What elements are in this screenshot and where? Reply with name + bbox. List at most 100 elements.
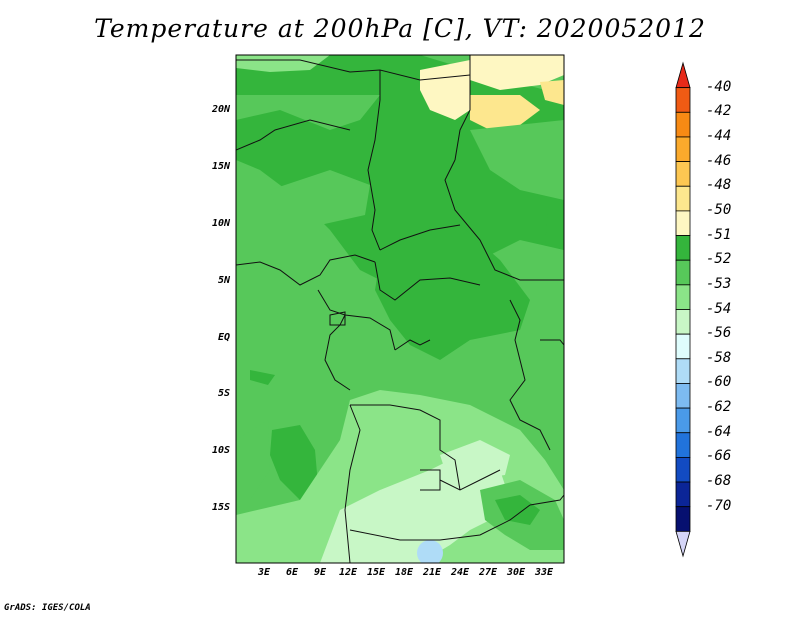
border-line-4 [236,119,351,151]
field-level-56-patch [440,440,510,480]
grads-credit: GrADS: IGES/COLA [4,603,91,613]
colorbar-label: -52 [706,251,732,268]
colorbar-label: -51 [706,226,732,243]
colorbar-segment [675,530,691,558]
lon-label-3e: 3E [257,567,271,578]
field-level-50-ne [540,80,564,105]
colorbar-segment [675,61,691,89]
field-level-52-patch-w [250,370,275,385]
colorbar-segment [675,456,691,483]
field-level-53-patch-a [236,95,380,130]
lon-label-27e: 27E [478,567,498,578]
lon-label-15e: 15E [366,567,386,578]
field-level-52-southeast [495,495,540,525]
field-level-52-central [375,225,530,360]
colorbar-segment [675,87,691,113]
colorbar-label: -66 [706,448,732,465]
map-frame [235,54,565,564]
border-line-14 [349,504,531,541]
colorbar-label: -64 [706,423,732,440]
colorbar-label: -42 [706,103,732,120]
field-level-51-northeast [470,55,564,90]
border-line-3 [367,70,381,251]
border-line-1 [236,59,471,81]
colorbar-label: -48 [706,177,732,194]
border-line-6 [379,224,461,251]
border-line-9 [317,289,396,351]
border-line-7 [236,254,376,286]
colorbar-label: -56 [706,325,732,342]
border-line-10 [324,314,351,391]
colorbar-segment [675,333,691,360]
lon-label-9e: 9E [313,567,327,578]
temperature-field [236,55,564,563]
lat-label-15n: 15N [211,161,230,172]
border-line-5 [444,159,564,281]
lat-label-10n: 10N [211,218,230,229]
colorbar-label: -60 [706,374,732,391]
colorbar-label: -58 [706,349,732,366]
lat-label-5s: 5S [217,388,230,399]
field-level-54-nw [236,55,330,72]
colorbar-segment [675,407,691,434]
colorbar-label: -40 [706,78,732,95]
colorbar-segment [675,136,691,162]
field-level-58-blob [417,540,443,563]
field-level-52-southwest [270,425,318,500]
country-borders [236,55,564,563]
colorbar-segment [675,358,691,384]
field-level-53-patch-c [236,420,270,500]
border-line-16 [509,299,551,451]
border-line-2 [454,55,471,161]
colorbar-label: -68 [706,473,732,490]
colorbar-label: -50 [706,201,732,218]
field-level-53-patch-b [270,170,370,225]
colorbar-segment [675,161,691,187]
colorbar-segment [675,235,691,261]
lat-label-15s: 15S [211,502,230,513]
colorbar-label: -70 [706,497,732,514]
colorbar-segment [675,210,691,236]
border-line-19 [420,469,441,491]
colorbar-segment [675,309,691,335]
colorbar-label: -53 [706,275,732,292]
colorbar [675,61,691,558]
field-level-53-east [470,120,564,200]
colorbar-segment [675,432,691,458]
colorbar-segment [675,383,691,409]
lat-label-10s: 10S [211,445,230,456]
lat-label-eq: EQ [217,332,230,343]
lon-label-12e: 12E [338,567,358,578]
colorbar-label: -44 [706,127,732,144]
border-line-17 [540,339,564,346]
lon-label-30e: 30E [506,567,526,578]
border-line-13 [344,404,361,563]
border-line-20 [529,494,564,506]
colorbar-segment [675,481,691,508]
field-level-50-patch [470,95,540,130]
colorbar-segment [675,111,691,138]
colorbar-label: -62 [706,399,732,416]
lon-label-6e: 6E [285,567,299,578]
lon-label-21e: 21E [422,567,442,578]
colorbar-label: -46 [706,152,732,169]
lon-label-18e: 18E [394,567,414,578]
colorbar-segment [675,284,691,310]
colorbar-segment [675,506,691,532]
field-level-56-south [320,450,510,563]
lon-label-33e: 33E [534,567,554,578]
field-level-51-north [420,60,470,120]
border-line-18 [329,311,346,326]
lon-label-24e: 24E [450,567,470,578]
lat-label-20n: 20N [211,104,230,115]
map-title: Temperature at 200hPa [C], VT: 202005201… [94,14,706,43]
border-line-8 [374,261,481,301]
colorbar-segment [675,185,691,212]
border-line-12 [350,404,461,491]
border-line-15 [439,469,501,491]
lat-label-5n: 5N [217,275,230,286]
border-line-11 [394,339,431,351]
colorbar-label: -54 [706,300,732,317]
colorbar-segment [675,259,691,286]
